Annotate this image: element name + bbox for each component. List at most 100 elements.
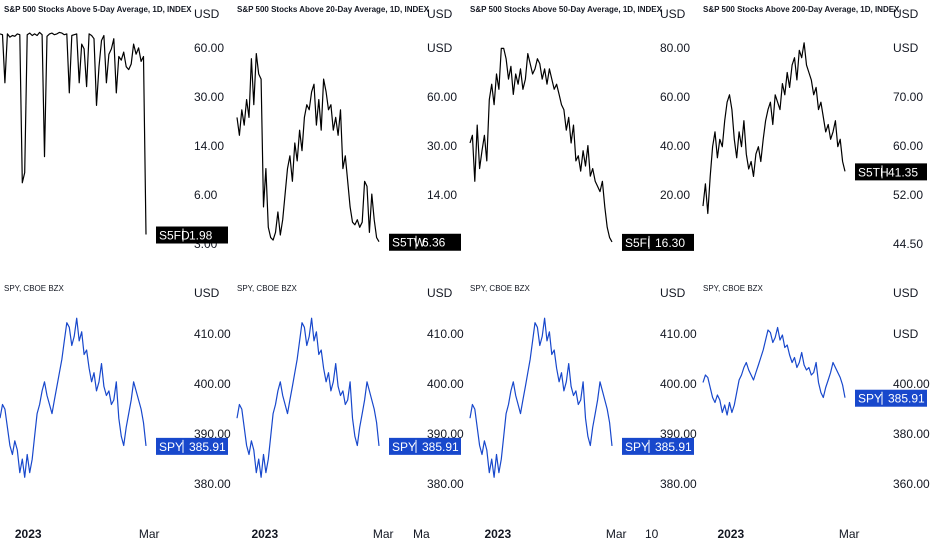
y-tick-label: 20.00 xyxy=(660,188,690,202)
x-tick-label-clipped: 10 xyxy=(645,527,659,541)
last-value-badge: S5FD 1.98 xyxy=(156,226,228,244)
plot-area[interactable]: 410.00 400.00 390.00 380.00 SPY 385.91 xyxy=(466,290,698,520)
chart-title: S&P 500 Stocks Above 50-Day Average, 1D,… xyxy=(470,5,662,14)
last-value-badge: SPY 385.91 xyxy=(855,389,927,407)
badge-symbol: SPY xyxy=(392,440,416,454)
x-tick-label: Mar xyxy=(605,527,627,541)
y-tick-label: 6.00 xyxy=(194,188,218,202)
y-tick-label: 52.00 xyxy=(893,188,923,202)
y-tick-label: 400.00 xyxy=(893,377,930,391)
y-tick-label: 380.00 xyxy=(427,477,464,491)
y-tick-label: 390.00 xyxy=(660,427,697,441)
x-tick-label: 2023 xyxy=(14,527,42,541)
badge-symbol: SPY xyxy=(159,440,183,454)
plot-area[interactable]: 410.00 400.00 390.00 380.00 SPY 385.91 xyxy=(0,290,232,520)
badge-symbol: S5FI xyxy=(625,236,650,250)
last-value-badge: SPY 385.91 xyxy=(622,437,694,455)
y-tick-label: 40.00 xyxy=(660,139,690,153)
y-tick-label: USD xyxy=(893,41,919,55)
chart-title: S&P 500 Stocks Above 200-Day Average, 1D… xyxy=(703,5,900,14)
currency-label: USD xyxy=(194,286,220,300)
y-tick-label: 14.00 xyxy=(194,139,224,153)
currency-label: USD xyxy=(427,7,453,21)
plot-area[interactable]: 80.00 60.00 40.00 20.00 S5FI 16.30 xyxy=(466,18,698,278)
y-tick-label: 30.00 xyxy=(427,139,457,153)
badge-value: 385.91 xyxy=(655,440,692,454)
currency-label: USD xyxy=(194,7,220,21)
y-tick-label: 400.00 xyxy=(194,377,231,391)
y-tick-label: 400.00 xyxy=(427,377,464,391)
x-tick-label: Mar xyxy=(372,527,394,541)
badge-value: 16.30 xyxy=(655,236,685,250)
series-line xyxy=(469,317,613,478)
y-tick-label: 60.00 xyxy=(427,90,457,104)
x-tick-label-clipped: Ma xyxy=(413,527,430,541)
last-value-badge: SPY 385.91 xyxy=(389,437,461,455)
plot-area[interactable]: 410.00 400.00 390.00 380.00 SPY 385.91 xyxy=(233,290,465,520)
y-tick-label: 60.00 xyxy=(194,41,224,55)
y-tick-label: USD xyxy=(427,41,453,55)
badge-value: 385.91 xyxy=(189,440,226,454)
badge-symbol: S5TH xyxy=(858,165,889,179)
badge-symbol: SPY xyxy=(858,392,882,406)
badge-symbol: SPY xyxy=(625,440,649,454)
badge-value: 1.98 xyxy=(189,229,213,243)
chart-title: SPY, CBOE BZX xyxy=(237,284,297,293)
x-tick-label: 2023 xyxy=(717,527,745,541)
y-tick-label: USD xyxy=(893,327,919,341)
series-line xyxy=(469,47,613,243)
last-value-badge: SPY 385.91 xyxy=(156,437,228,455)
y-tick-label: 390.00 xyxy=(194,427,231,441)
y-tick-label: 30.00 xyxy=(194,90,224,104)
y-tick-label: 410.00 xyxy=(427,327,464,341)
chart-title: SPY, CBOE BZX xyxy=(703,284,763,293)
y-tick-label: 70.00 xyxy=(893,90,923,104)
x-tick-label: 2023 xyxy=(484,527,512,541)
plot-area[interactable]: USD 400.00 380.00 360.00 SPY 385.91 xyxy=(699,290,931,520)
series-line xyxy=(236,53,380,243)
currency-label: USD xyxy=(893,7,919,21)
y-tick-label: 360.00 xyxy=(893,477,930,491)
chart-title: S&P 500 Stocks Above 20-Day Average, 1D,… xyxy=(237,5,429,14)
y-tick-label: 60.00 xyxy=(893,139,923,153)
y-tick-label: 80.00 xyxy=(660,41,690,55)
y-tick-label: 14.00 xyxy=(427,188,457,202)
y-tick-label: 410.00 xyxy=(660,327,697,341)
y-tick-label: 410.00 xyxy=(194,327,231,341)
y-tick-label: 60.00 xyxy=(660,90,690,104)
x-tick-label: Mar xyxy=(838,527,860,541)
currency-label: USD xyxy=(893,286,919,300)
badge-value: 385.91 xyxy=(888,392,925,406)
last-value-badge: S5TH 41.35 xyxy=(855,163,927,181)
y-tick-label: 380.00 xyxy=(660,477,697,491)
y-tick-label: 380.00 xyxy=(893,427,930,441)
badge-value: 6.36 xyxy=(422,236,446,250)
series-line xyxy=(0,317,147,478)
series-line xyxy=(0,31,147,235)
series-line xyxy=(236,317,380,478)
currency-label: USD xyxy=(660,286,686,300)
badge-value: 385.91 xyxy=(422,440,459,454)
last-value-badge: S5FI 16.30 xyxy=(622,233,694,251)
y-tick-label: 390.00 xyxy=(427,427,464,441)
x-tick-label: Mar xyxy=(138,527,160,541)
chart-title: S&P 500 Stocks Above 5-Day Average, 1D, … xyxy=(4,5,192,14)
chart-title: SPY, CBOE BZX xyxy=(470,284,530,293)
y-tick-label: 44.50 xyxy=(893,237,923,251)
y-tick-label: 400.00 xyxy=(660,377,697,391)
currency-label: USD xyxy=(660,7,686,21)
currency-label: USD xyxy=(427,286,453,300)
badge-symbol: S5TW xyxy=(392,236,426,250)
badge-value: 41.35 xyxy=(888,165,918,179)
x-tick-label: 2023 xyxy=(251,527,279,541)
plot-area[interactable]: USD70.0060.0052.0044.5038.5033.50S5TH41.… xyxy=(699,18,931,278)
chart-title: SPY, CBOE BZX xyxy=(4,284,64,293)
series-line xyxy=(702,42,846,215)
badge-symbol: S5FD xyxy=(159,229,190,243)
y-tick-label: 380.00 xyxy=(194,477,231,491)
series-line xyxy=(702,326,846,416)
